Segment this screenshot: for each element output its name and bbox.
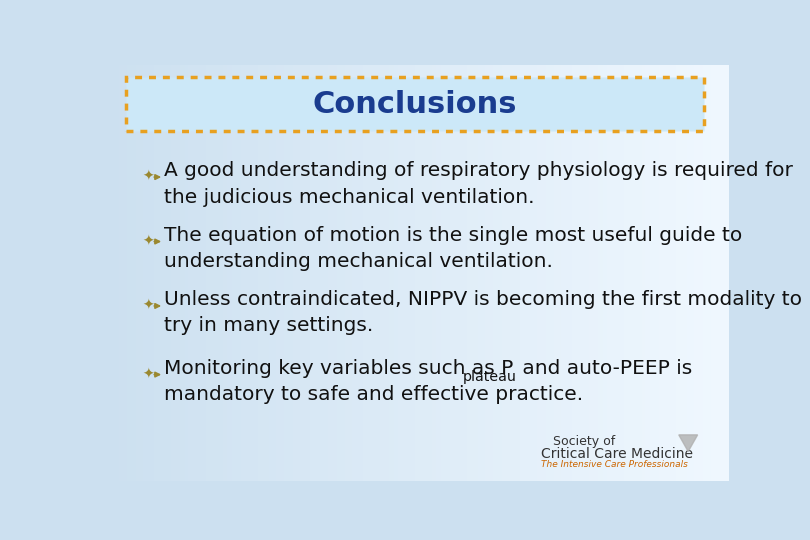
Text: ✦: ✦ — [143, 299, 154, 313]
Text: Monitoring key variables such as P: Monitoring key variables such as P — [164, 359, 514, 378]
Text: Society of: Society of — [553, 435, 616, 448]
Text: plateau: plateau — [463, 370, 517, 384]
Text: the judicious mechanical ventilation.: the judicious mechanical ventilation. — [164, 187, 535, 206]
Text: Conclusions: Conclusions — [313, 90, 518, 119]
Text: The Intensive Care Professionals: The Intensive Care Professionals — [541, 460, 688, 469]
Text: and auto-PEEP is: and auto-PEEP is — [516, 359, 693, 378]
Text: understanding mechanical ventilation.: understanding mechanical ventilation. — [164, 252, 553, 271]
Polygon shape — [679, 435, 697, 451]
FancyBboxPatch shape — [126, 77, 704, 131]
Text: mandatory to safe and effective practice.: mandatory to safe and effective practice… — [164, 385, 583, 404]
Text: ✦: ✦ — [143, 368, 154, 382]
Text: ✦: ✦ — [143, 170, 154, 184]
Text: ✦: ✦ — [143, 234, 154, 248]
Text: Critical Care Medicine: Critical Care Medicine — [541, 447, 693, 461]
Text: try in many settings.: try in many settings. — [164, 316, 373, 335]
Text: The equation of motion is the single most useful guide to: The equation of motion is the single mos… — [164, 226, 742, 245]
Text: Unless contraindicated, NIPPV is becoming the first modality to: Unless contraindicated, NIPPV is becomin… — [164, 290, 802, 309]
Text: A good understanding of respiratory physiology is required for: A good understanding of respiratory phys… — [164, 161, 793, 180]
